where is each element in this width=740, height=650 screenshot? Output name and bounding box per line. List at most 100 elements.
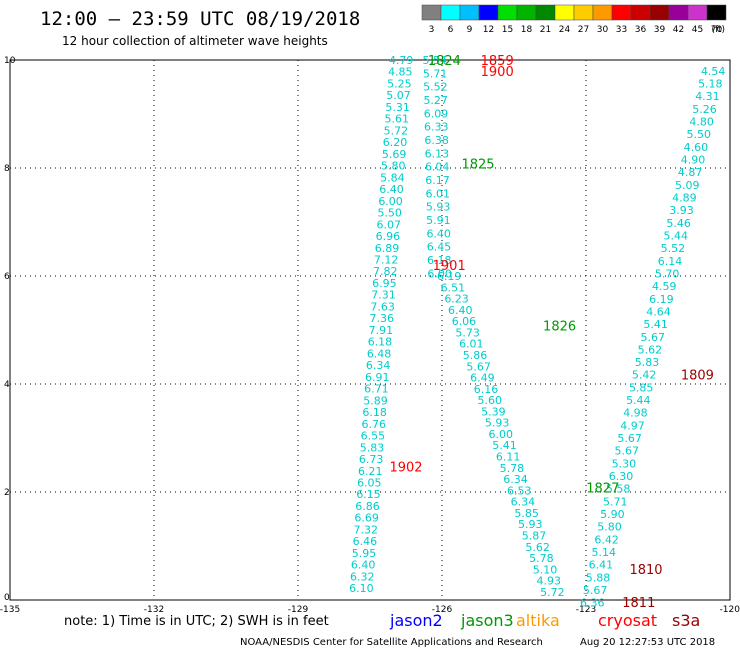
pass-time-label: 1810 [629,563,662,578]
wave-height-value: 5.69 [382,148,407,161]
wave-height-value: 5.27 [423,94,448,107]
satellite-legend: jason2 jason3 altika cryosat s3a [389,611,700,630]
wave-height-value: 4.87 [678,166,703,179]
wave-height-value: 4.85 [388,66,413,79]
satellite-name-s3a: s3a [672,611,700,630]
wave-height-value: 6.17 [425,174,450,187]
color-legend: 3 6 9 12 15 18 21 24 27 30 33 36 39 42 45 70(ft) [421,4,727,35]
wave-height-value: 6.19 [649,293,674,306]
x-tick-label: -129 [288,605,309,615]
wave-height-value: 6.00 [378,195,403,208]
wave-height-value: 5.70 [655,267,680,280]
wave-height-value: 3.93 [669,204,694,217]
legend-swatch [630,4,651,21]
legend-swatch [611,4,632,21]
pass-time-label: 1825 [461,158,494,173]
chart-title: 12:00 – 23:59 UTC 08/19/2018 [40,8,360,30]
wave-height-value: 6.40 [379,183,404,196]
legend-label: 30 [597,25,609,35]
wave-height-value: 4.59 [652,280,677,293]
wave-height-value: 5.72 [540,586,565,599]
wave-height-value: 5.83 [635,356,660,369]
legend-swatch [687,4,708,21]
wave-height-value: 6.40 [448,304,473,317]
wave-height-value: 6.23 [444,293,469,306]
wave-height-value: 5.50 [377,207,402,220]
wave-height-value: 6.10 [349,582,374,595]
pass-time-label: 1900 [481,65,514,80]
legend-label: 12 [483,25,494,35]
wave-height-value: 7.31 [371,289,396,302]
wave-height-value: 6.14 [658,255,683,268]
y-tick-label: 6 [4,272,10,282]
wave-height-value: 5.50 [687,128,712,141]
legend-label: 3 [429,25,435,35]
wave-height-value: 5.83 [360,441,385,454]
wave-height-value: 5.93 [518,518,543,531]
wave-height-value: 6.06 [452,315,477,328]
wave-height-value: 6.34 [511,496,536,509]
wave-height-value: 5.78 [500,462,525,475]
x-tick-label: -126 [432,605,453,615]
wave-height-value: 5.14 [592,546,617,559]
wave-height-value: 6.16 [474,383,499,396]
legend-label: 27 [578,25,589,35]
pass-time-label: 1826 [543,320,576,335]
pass-time-label: 1827 [586,482,619,497]
pass-time-label: 1809 [681,368,714,383]
wave-height-value: 5.73 [455,326,480,339]
wave-height-value: 6.18 [368,336,393,349]
wave-height-value: 5.80 [381,160,406,173]
wave-height-value: 6.00 [489,428,514,441]
legend-swatch [573,4,594,21]
wave-height-value: 5.93 [485,417,510,430]
wave-height-value: 5.88 [586,571,611,584]
footer-note: note: 1) Time is in UTC; 2) SWH is in fe… [64,614,329,629]
wave-height-value: 4.90 [681,153,706,166]
legend-label: 70 [711,25,723,35]
legend-label: 9 [467,25,473,35]
wave-height-value: 5.80 [597,521,622,534]
wave-height-value: 4.98 [623,407,648,420]
wave-height-value: 6.45 [427,241,452,254]
legend-swatch [554,4,575,21]
wave-height-value: 5.62 [638,343,663,356]
wave-height-value: 6.71 [364,383,389,396]
wave-height-value: 5.72 [384,124,409,137]
wave-height-value: 5.85 [514,507,539,520]
wave-height-value: 7.36 [369,312,394,325]
wave-height-value: 5.61 [385,113,410,126]
wave-height-value: 6.40 [426,227,451,240]
wave-height-value: 5.26 [692,103,717,116]
wave-height-value: 5.18 [698,77,723,90]
wave-height-value: 5.46 [666,217,691,230]
wave-height-value: 6.04 [425,161,450,174]
wave-height-value: 6.01 [426,187,451,200]
satellite-name-jason2: jason2 [389,611,443,630]
wave-height-value: 6.18 [427,254,452,267]
chart-subtitle: 12 hour collection of altimeter wave hei… [62,34,328,48]
satellite-name-altika: altika [516,611,560,630]
wave-height-value: 4.80 [689,115,714,128]
legend-label: 6 [448,25,454,35]
wave-height-value: 5.62 [525,541,550,554]
wave-height-value: 6.34 [366,359,391,372]
wave-height-value: 5.52 [661,242,686,255]
wave-height-value: 5.67 [583,584,608,597]
wave-height-value: 5.41 [643,318,668,331]
wave-height-value: 6.13 [425,147,450,160]
legend-swatch [440,4,461,21]
wave-height-value: 5.44 [664,229,689,242]
footer-credit: NOAA/NESDIS Center for Satellite Applica… [240,637,543,648]
pass-time-label: 1901 [433,259,466,274]
x-tick-label: -132 [144,605,164,615]
y-tick-label: 10 [4,56,16,66]
wave-height-value: 5.52 [423,81,448,94]
y-tick-label: 8 [4,164,10,174]
wave-height-value: 6.11 [496,451,521,464]
wave-height-value: 6.15 [356,488,381,501]
wave-height-value: 4.79 [389,54,414,67]
y-tick-label: 0 [4,593,10,603]
wave-height-value: 4.93 [536,575,561,588]
